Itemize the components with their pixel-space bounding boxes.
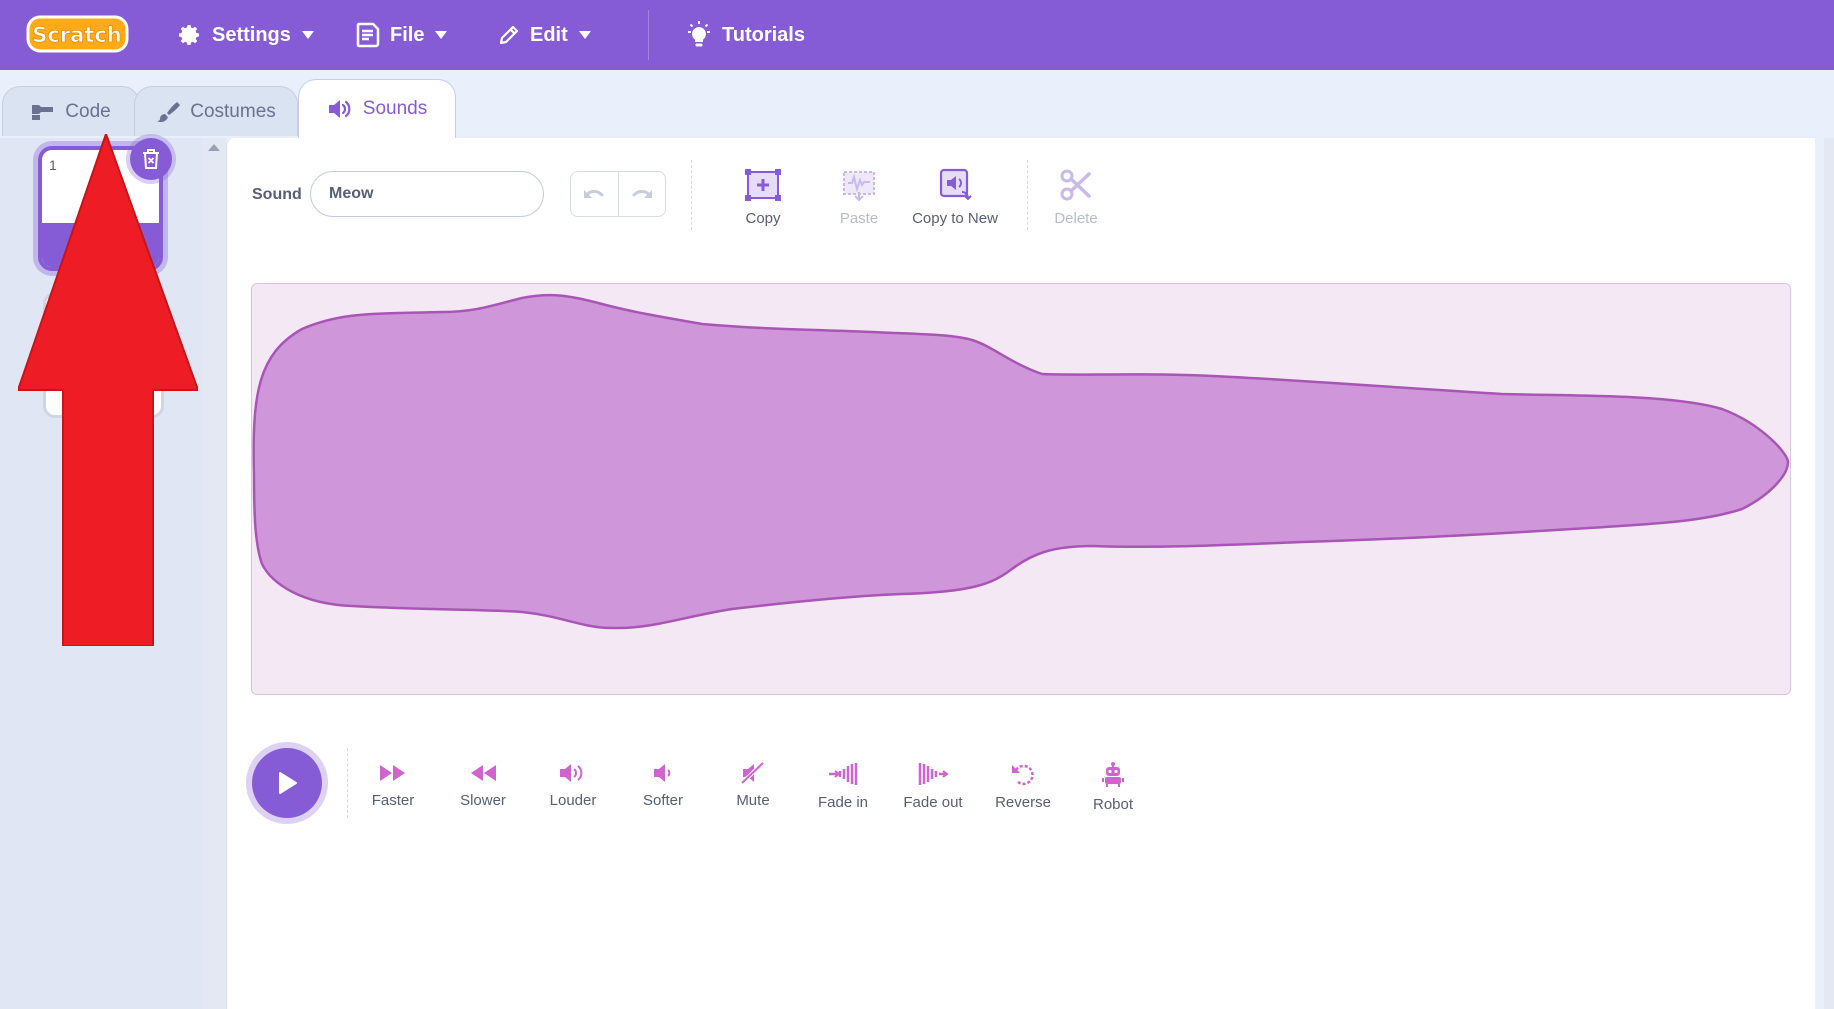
scissors-icon — [1060, 169, 1091, 201]
softer-label: Softer — [642, 792, 684, 809]
tutorials-label: Tutorials — [722, 23, 805, 46]
trash-icon — [143, 149, 159, 169]
paste-icon — [843, 171, 875, 202]
tab-code-label: Code — [65, 100, 111, 122]
menu-separator — [648, 10, 649, 60]
scratch-logo[interactable]: Scratch — [26, 14, 129, 54]
faster-effect-button[interactable]: Faster — [348, 762, 438, 809]
reverse-effect-button[interactable]: Reverse — [978, 762, 1068, 811]
slower-label: Slower — [460, 792, 506, 809]
file-label: File — [390, 23, 425, 46]
menu-bar: Scratch Settings File Edit Tutorials — [0, 0, 1834, 70]
delete-label: Delete — [1054, 210, 1098, 227]
rewind-icon — [471, 765, 496, 781]
file-menu[interactable]: File — [356, 0, 448, 70]
reverse-label: Reverse — [995, 794, 1051, 811]
tutorials-menu[interactable]: Tutorials — [686, 0, 805, 70]
speaker-icon — [328, 100, 351, 118]
pencil-icon — [499, 25, 519, 45]
caret-down-icon — [435, 31, 448, 39]
tab-costumes[interactable]: Costumes — [134, 86, 298, 136]
volume-down-icon — [654, 764, 671, 782]
sound-name-label: Sound — [252, 186, 302, 203]
sound-name-input[interactable] — [310, 171, 544, 217]
softer-effect-button[interactable]: Softer — [618, 762, 708, 809]
mute-effect-button[interactable]: Mute — [708, 762, 798, 809]
tab-costumes-label: Costumes — [190, 100, 276, 122]
fade-out-effect-button[interactable]: Fade out — [888, 762, 978, 811]
lightbulb-icon — [688, 21, 710, 47]
caret-down-icon — [578, 31, 591, 39]
copy-button[interactable]: Copy — [713, 168, 813, 227]
undo-redo-group — [570, 171, 666, 217]
volume-up-icon — [560, 764, 583, 782]
caret-down-icon — [301, 31, 314, 39]
copy-to-new-label: Copy to New — [912, 210, 998, 227]
fade-in-effect-button[interactable]: Fade in — [798, 762, 888, 811]
toolbar-separator — [691, 160, 693, 230]
delete-button[interactable]: Delete — [1026, 168, 1126, 227]
edit-menu[interactable]: Edit — [498, 0, 592, 70]
redo-icon — [632, 189, 652, 198]
copy-to-new-button[interactable]: Copy to New — [905, 168, 1005, 227]
slower-effect-button[interactable]: Slower — [438, 762, 528, 809]
waveform — [252, 293, 1790, 630]
file-icon — [356, 22, 380, 48]
redo-button[interactable] — [619, 172, 666, 216]
settings-menu[interactable]: Settings — [178, 0, 315, 70]
effects-separator — [347, 748, 349, 818]
mute-label: Mute — [736, 792, 770, 809]
fade-out-label: Fade out — [903, 794, 963, 811]
tab-code[interactable]: Code — [2, 86, 140, 136]
code-blocks-icon — [32, 104, 54, 120]
undo-button[interactable] — [571, 172, 619, 216]
waveform-area[interactable] — [251, 283, 1791, 695]
edit-label: Edit — [530, 23, 568, 46]
play-icon — [279, 772, 297, 794]
paste-button[interactable]: Paste — [809, 168, 909, 227]
brush-icon — [157, 101, 181, 122]
settings-label: Settings — [212, 23, 291, 46]
paste-label: Paste — [839, 210, 879, 227]
copy-selection-icon — [745, 169, 781, 201]
robot-icon — [1102, 762, 1124, 787]
tab-sounds[interactable]: Sounds — [298, 79, 456, 138]
fade-in-label: Fade in — [817, 794, 869, 811]
sound-tile-number: 1 — [49, 157, 57, 173]
mute-icon — [740, 762, 765, 784]
faster-label: Faster — [371, 792, 415, 809]
logo-text: Scratch — [32, 23, 122, 47]
reverse-icon — [1012, 764, 1034, 786]
louder-label: Louder — [549, 792, 597, 809]
copy-label: Copy — [745, 210, 781, 227]
undo-icon — [584, 189, 604, 198]
fade-out-icon — [918, 763, 949, 785]
sound-list-scrollbar[interactable] — [202, 138, 226, 1009]
toolbar-separator — [1027, 160, 1029, 230]
tab-sounds-label: Sounds — [362, 98, 428, 119]
delete-sound-button[interactable] — [130, 138, 172, 180]
louder-effect-button[interactable]: Louder — [528, 762, 618, 809]
play-sound-button[interactable] — [252, 748, 322, 818]
robot-label: Robot — [1092, 796, 1134, 813]
scroll-up-arrow-icon[interactable] — [208, 144, 220, 151]
stage-panel-edge — [1824, 138, 1834, 1009]
fast-forward-icon — [380, 765, 405, 781]
robot-effect-button[interactable]: Robot — [1068, 762, 1158, 813]
annotation-up-arrow — [18, 134, 198, 646]
copy-to-new-icon — [939, 168, 972, 201]
gear-icon — [179, 25, 199, 45]
fade-in-icon — [829, 763, 858, 785]
